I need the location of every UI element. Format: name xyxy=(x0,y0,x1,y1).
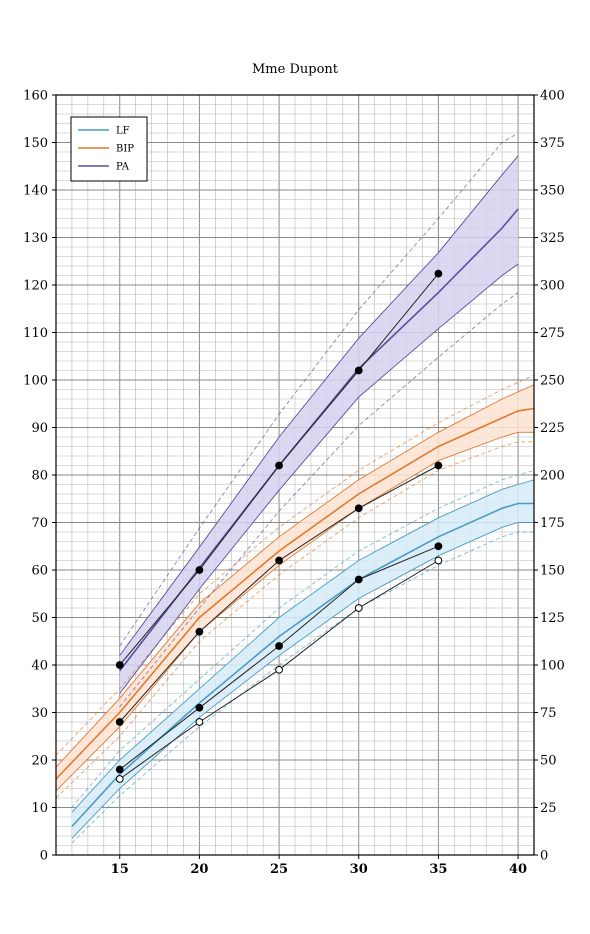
y-left-tick-label: 160 xyxy=(23,89,48,104)
y-right-tick-label: 100 xyxy=(540,659,565,674)
y-right-tick-label: 25 xyxy=(540,801,557,816)
y-left-tick-label: 120 xyxy=(23,279,48,294)
data-point-pa xyxy=(115,661,124,669)
y-left-tick-label: 70 xyxy=(31,516,48,531)
y-left-tick-label: 10 xyxy=(31,801,48,816)
y-right-tick-label: 150 xyxy=(540,564,565,579)
lower-curve-lf xyxy=(71,522,534,839)
y-right-tick-label: 0 xyxy=(540,849,548,864)
y-left-tick-label: 50 xyxy=(31,611,48,626)
data-point-lf xyxy=(195,703,204,712)
y-left-tick-label: 30 xyxy=(31,706,48,721)
y-right-tick-label: 125 xyxy=(540,611,565,626)
y-left-tick-label: 110 xyxy=(23,326,48,341)
y-right-tick-label: 400 xyxy=(540,89,565,104)
y-right-tick-label: 325 xyxy=(540,231,565,246)
x-tick-label: 30 xyxy=(350,862,368,877)
y-right-tick-label: 300 xyxy=(540,279,565,294)
upper-extreme-curve-pa xyxy=(119,132,519,647)
y-right-tick-label: 225 xyxy=(540,421,565,436)
y-right-tick-label: 350 xyxy=(540,184,565,199)
data-point-bip xyxy=(115,718,124,726)
data-point-lf xyxy=(354,575,363,584)
chart-title: Mme Dupont xyxy=(252,62,339,77)
y-right-tick-label: 375 xyxy=(540,136,565,151)
band-pa xyxy=(119,155,519,694)
grid xyxy=(55,94,535,856)
lower-extreme-curve-bip xyxy=(55,441,534,799)
y-left-tick-label: 80 xyxy=(31,469,48,484)
measurement-series xyxy=(115,269,443,783)
y-left-tick-label: 140 xyxy=(23,184,48,199)
y-left-tick-label: 100 xyxy=(23,374,48,389)
data-point-pa xyxy=(434,269,443,278)
y-left-tick-label: 60 xyxy=(31,564,48,579)
data-point-pa xyxy=(195,566,204,574)
y-left-tick-label: 150 xyxy=(23,136,48,151)
y-left-tick-label: 130 xyxy=(23,231,48,246)
upper-extreme-curve-lf xyxy=(71,469,535,808)
upper-curve-bip xyxy=(55,384,535,768)
y-left-tick-label: 90 xyxy=(31,421,48,436)
y-right-tick-label: 50 xyxy=(540,754,557,769)
data-point-bip xyxy=(275,556,283,565)
band-lf xyxy=(71,479,535,839)
data-point-series-3 xyxy=(195,718,204,726)
mean-curve-bip xyxy=(55,407,535,780)
data-point-series-3 xyxy=(354,604,363,612)
x-tick-label: 15 xyxy=(111,862,129,877)
data-point-pa xyxy=(275,461,283,470)
upper-curve-pa xyxy=(119,155,519,656)
legend-box xyxy=(70,116,148,182)
y-right-tick-label: 175 xyxy=(540,516,565,531)
legend-label-lf: LF xyxy=(116,126,130,137)
y-right-tick-label: 250 xyxy=(540,374,565,389)
data-point-lf xyxy=(275,642,283,650)
legend-label-pa: PA xyxy=(116,162,130,173)
data-point-lf xyxy=(434,542,443,551)
y-left-tick-label: 20 xyxy=(31,754,48,769)
y-right-tick-label: 275 xyxy=(540,326,565,341)
data-point-series-3 xyxy=(275,665,283,674)
legend-label-bip: BIP xyxy=(116,144,134,155)
upper-curve-lf xyxy=(71,479,535,813)
upper-extreme-curve-bip xyxy=(55,374,535,756)
lower-extreme-curve-pa xyxy=(119,292,519,708)
x-tick-label: 35 xyxy=(429,862,447,877)
y-left-tick-label: 40 xyxy=(31,659,48,674)
axes: 0102030405060708090100110120130140150160… xyxy=(23,89,565,878)
data-point-bip xyxy=(195,627,204,636)
legend: LF BIP PA xyxy=(70,116,148,182)
data-point-lf xyxy=(115,765,124,774)
y-left-tick-label: 0 xyxy=(40,849,48,864)
data-point-series-3 xyxy=(434,556,443,565)
data-point-bip xyxy=(354,504,363,513)
y-right-tick-label: 200 xyxy=(540,469,565,484)
data-point-series-3 xyxy=(115,775,124,783)
x-tick-label: 25 xyxy=(270,862,288,877)
data-point-bip xyxy=(434,461,443,470)
y-right-tick-label: 75 xyxy=(540,706,557,721)
x-tick-label: 20 xyxy=(190,862,208,877)
data-point-pa xyxy=(354,366,363,375)
x-tick-label: 40 xyxy=(509,862,527,877)
lower-curve-pa xyxy=(119,263,519,694)
